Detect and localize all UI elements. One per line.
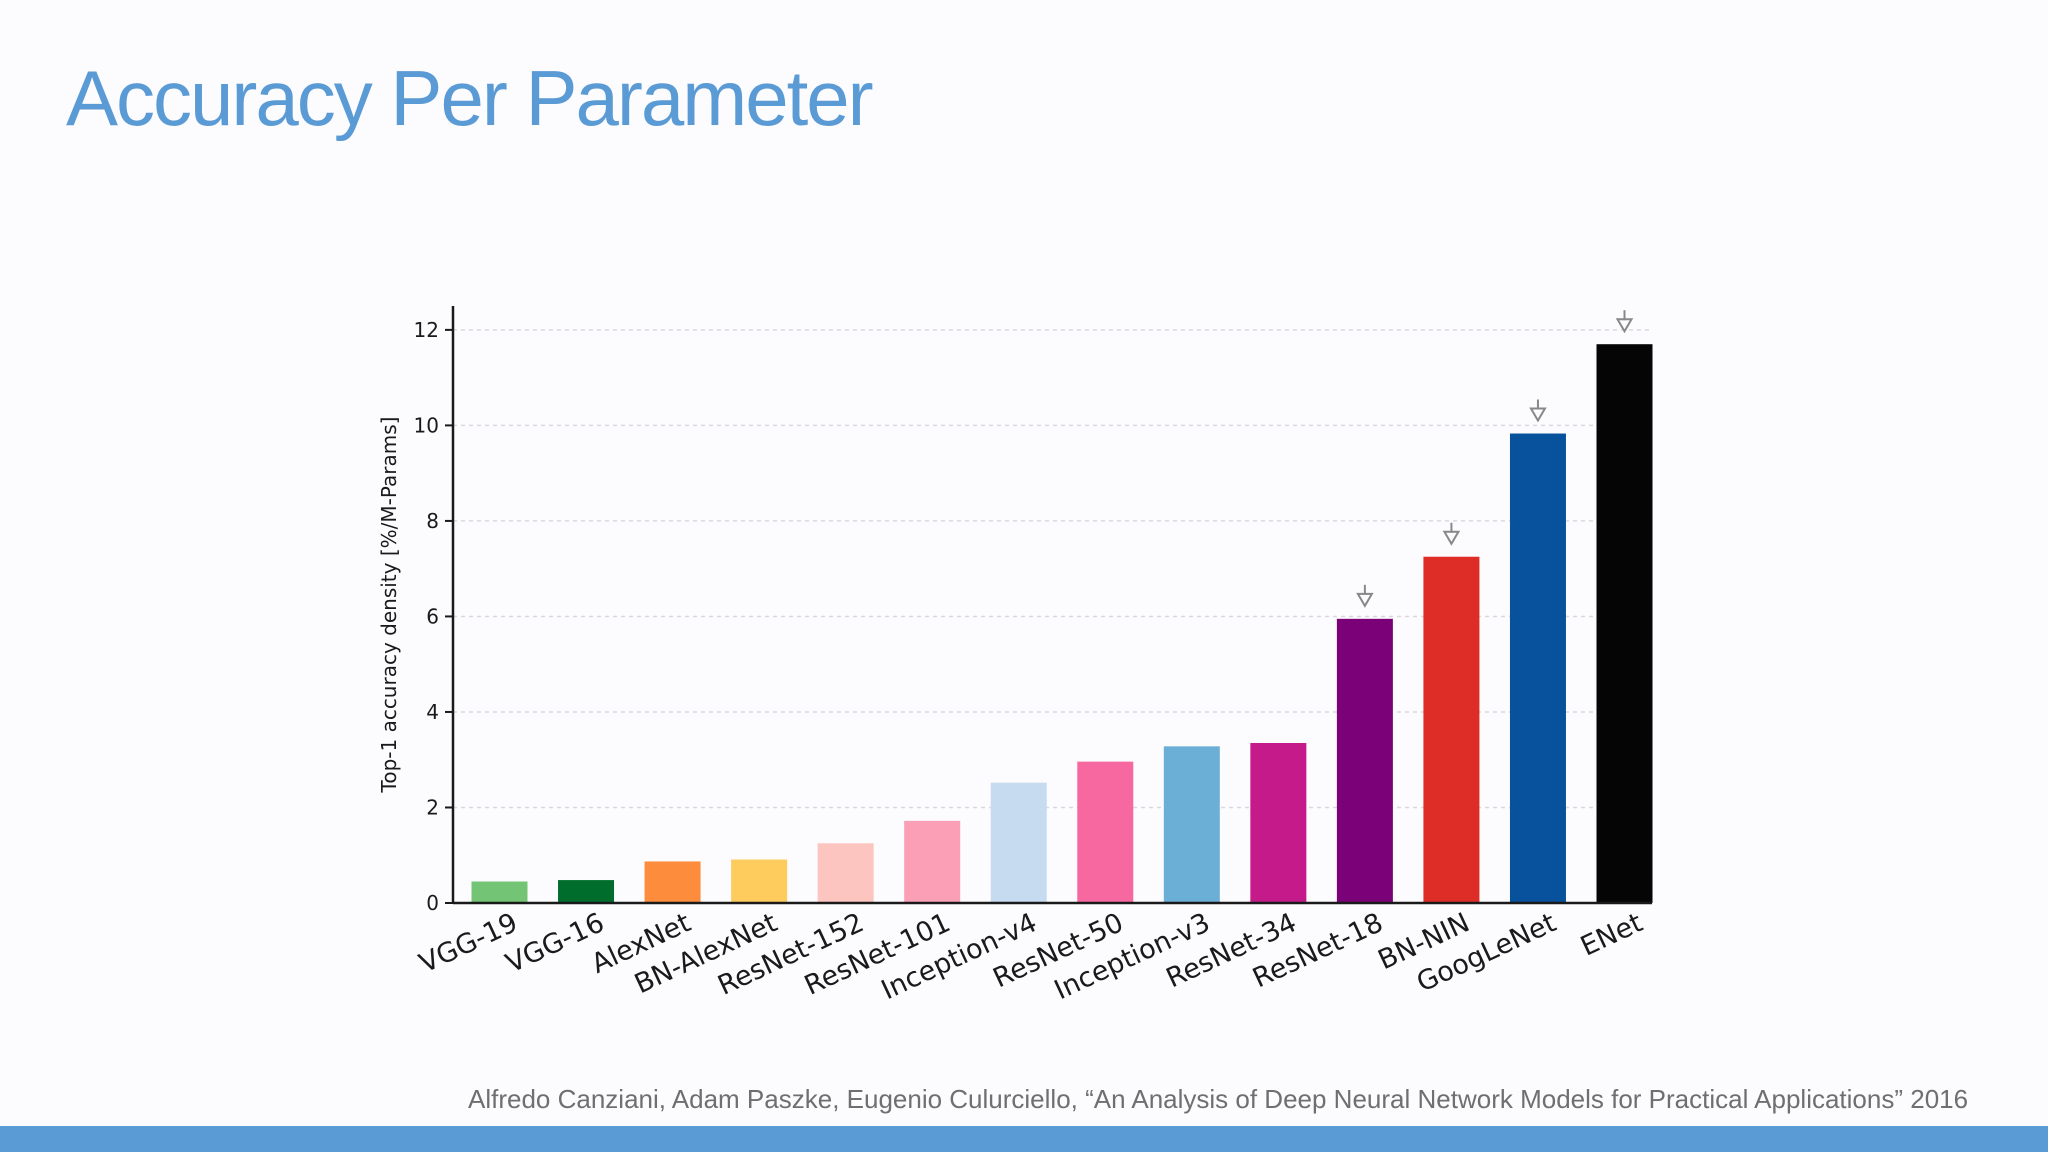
down-arrow-marker-icon <box>1442 522 1461 546</box>
citation: Alfredo Canziani, Adam Paszke, Eugenio C… <box>468 1084 1969 1114</box>
x-tick-label: VGG-16 <box>501 907 609 979</box>
bar-inception-v4 <box>990 782 1047 903</box>
bar-inception-v3 <box>1163 746 1220 903</box>
y-tick-label: 12 <box>414 318 439 342</box>
y-tick-labels: 0 2 4 6 8 10 12 <box>414 318 453 915</box>
y-tick-label: 10 <box>414 413 439 437</box>
bar-markers <box>1356 310 1634 608</box>
bar-resnet-34 <box>1250 743 1307 903</box>
slide-title: Accuracy Per Parameter <box>66 54 874 142</box>
down-arrow-marker-icon <box>1615 310 1634 334</box>
x-tick-label: VGG-19 <box>415 907 523 979</box>
bar-resnet-152 <box>817 843 874 903</box>
y-tick-label: 6 <box>426 604 439 628</box>
x-tick-label: ENet <box>1576 907 1648 962</box>
y-tick-label: 4 <box>426 700 439 724</box>
x-tick-labels: VGG-19VGG-16AlexNetBN-AlexNetResNet-152R… <box>415 907 1648 1006</box>
bar-googlenet <box>1509 433 1566 903</box>
y-tick-label: 2 <box>426 795 439 819</box>
bar-resnet-101 <box>904 820 961 903</box>
axes <box>451 306 1652 905</box>
down-arrow-marker-icon <box>1356 584 1374 608</box>
bar-vgg-19 <box>471 881 528 903</box>
bar-bn-alexnet <box>731 859 788 903</box>
bar-chart: 0 2 4 6 8 10 12 VGG-19VGG-16AlexNetBN-AlexNetR… <box>377 306 1653 1006</box>
y-axis-label: Top-1 accuracy density [%/M-Params] <box>377 417 401 794</box>
bottom-accent-bar <box>0 1126 2048 1152</box>
bar-resnet-50 <box>1077 761 1134 903</box>
y-tick-label: 0 <box>426 891 439 915</box>
bars <box>471 344 1653 903</box>
bar-alexnet <box>644 861 701 903</box>
bar-vgg-16 <box>558 880 615 903</box>
down-arrow-marker-icon <box>1529 399 1547 423</box>
bar-resnet-18 <box>1336 618 1393 903</box>
bar-enet <box>1596 344 1653 903</box>
y-tick-label: 8 <box>426 509 439 533</box>
bar-bn-nin <box>1423 556 1480 903</box>
